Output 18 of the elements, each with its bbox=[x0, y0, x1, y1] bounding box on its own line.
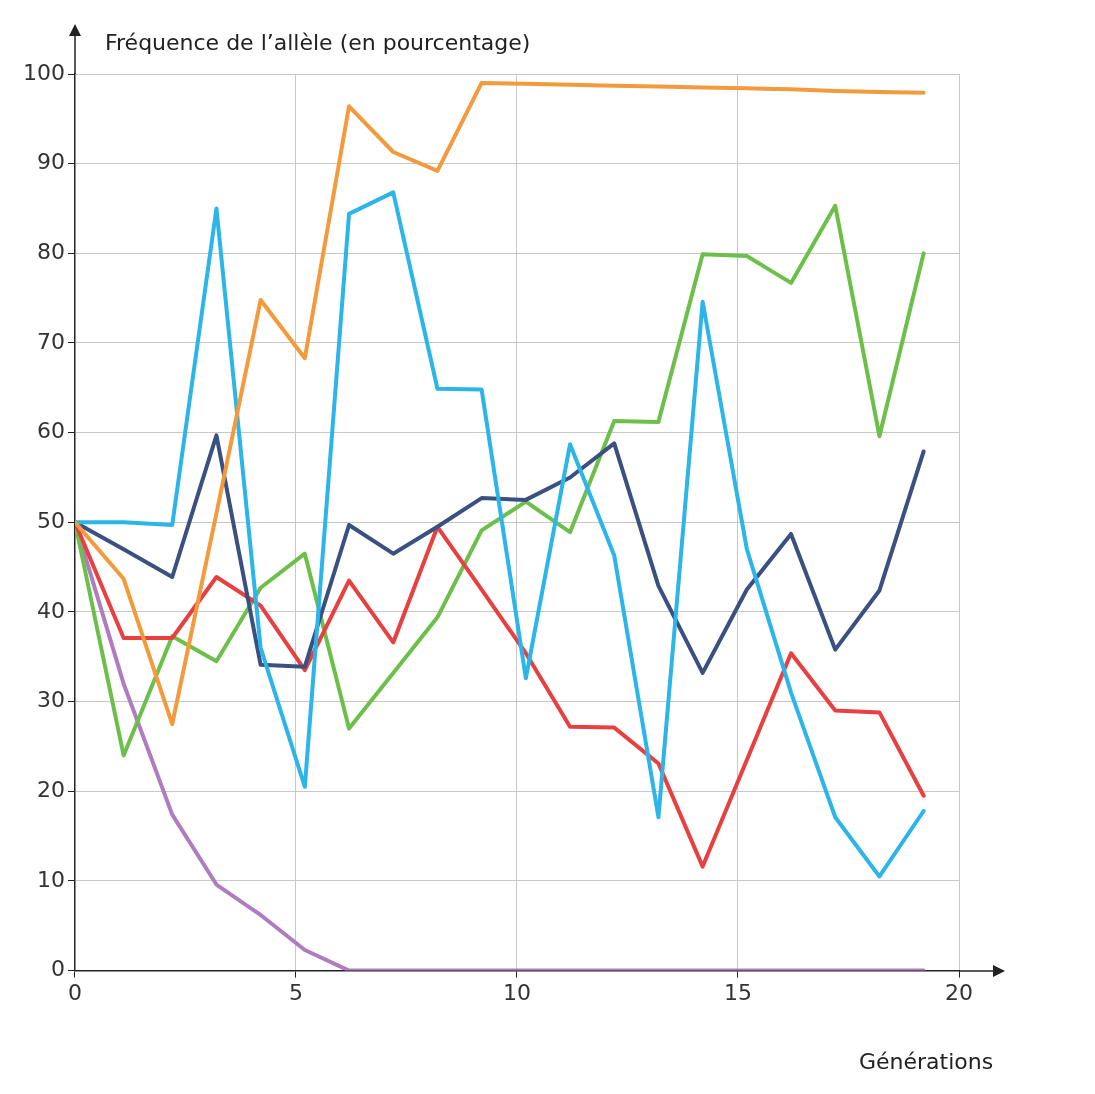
x-tick-label: 10 bbox=[503, 979, 531, 1005]
x-tick-label: 5 bbox=[288, 979, 303, 1005]
y-tick-label: 60 bbox=[36, 418, 65, 444]
y-axis-title: Fréquence de l’allèle (en pourcentage) bbox=[104, 30, 531, 55]
y-tick-label: 100 bbox=[22, 59, 65, 85]
y-tick-label: 50 bbox=[36, 508, 65, 534]
y-tick-label: 70 bbox=[36, 328, 65, 354]
x-axis-title: Générations bbox=[859, 1048, 994, 1074]
y-tick-label: 90 bbox=[36, 149, 65, 175]
x-tick-label: 0 bbox=[67, 979, 82, 1005]
y-tick-label: 0 bbox=[50, 956, 65, 982]
y-tick-label: 20 bbox=[36, 777, 65, 802]
y-tick-label: 40 bbox=[36, 597, 65, 623]
y-tick-label: 80 bbox=[36, 239, 65, 265]
x-tick-label: 15 bbox=[724, 979, 752, 1005]
y-tick-label: 10 bbox=[36, 866, 65, 892]
x-tick-label: 20 bbox=[945, 979, 973, 1005]
y-tick-label: 30 bbox=[36, 687, 65, 713]
